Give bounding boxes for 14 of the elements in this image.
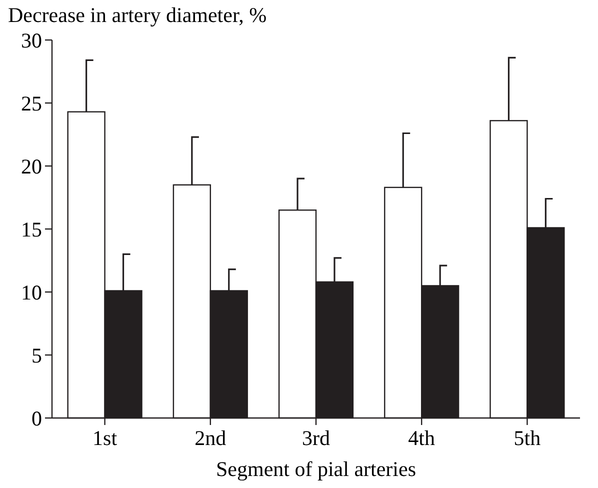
x-tick-label: 4th — [408, 426, 436, 450]
y-axis-title: Decrease in artery diameter, % — [8, 3, 267, 27]
y-tick-label: 10 — [21, 280, 42, 304]
y-tick-label: 25 — [21, 91, 42, 116]
y-tick-label: 0 — [32, 406, 42, 430]
y-tick-label: 5 — [32, 343, 42, 368]
x-tick-label: 2nd — [194, 426, 227, 450]
y-tick-label: 20 — [21, 154, 42, 178]
y-tick-label: 15 — [21, 217, 42, 242]
y-tick-label: 30 — [21, 28, 42, 52]
x-tick-label: 1st — [92, 426, 118, 450]
x-tick-label: 5th — [514, 426, 542, 450]
x-tick-label: 3rd — [302, 426, 330, 450]
x-axis-title: Segment of pial arteries — [216, 457, 416, 481]
